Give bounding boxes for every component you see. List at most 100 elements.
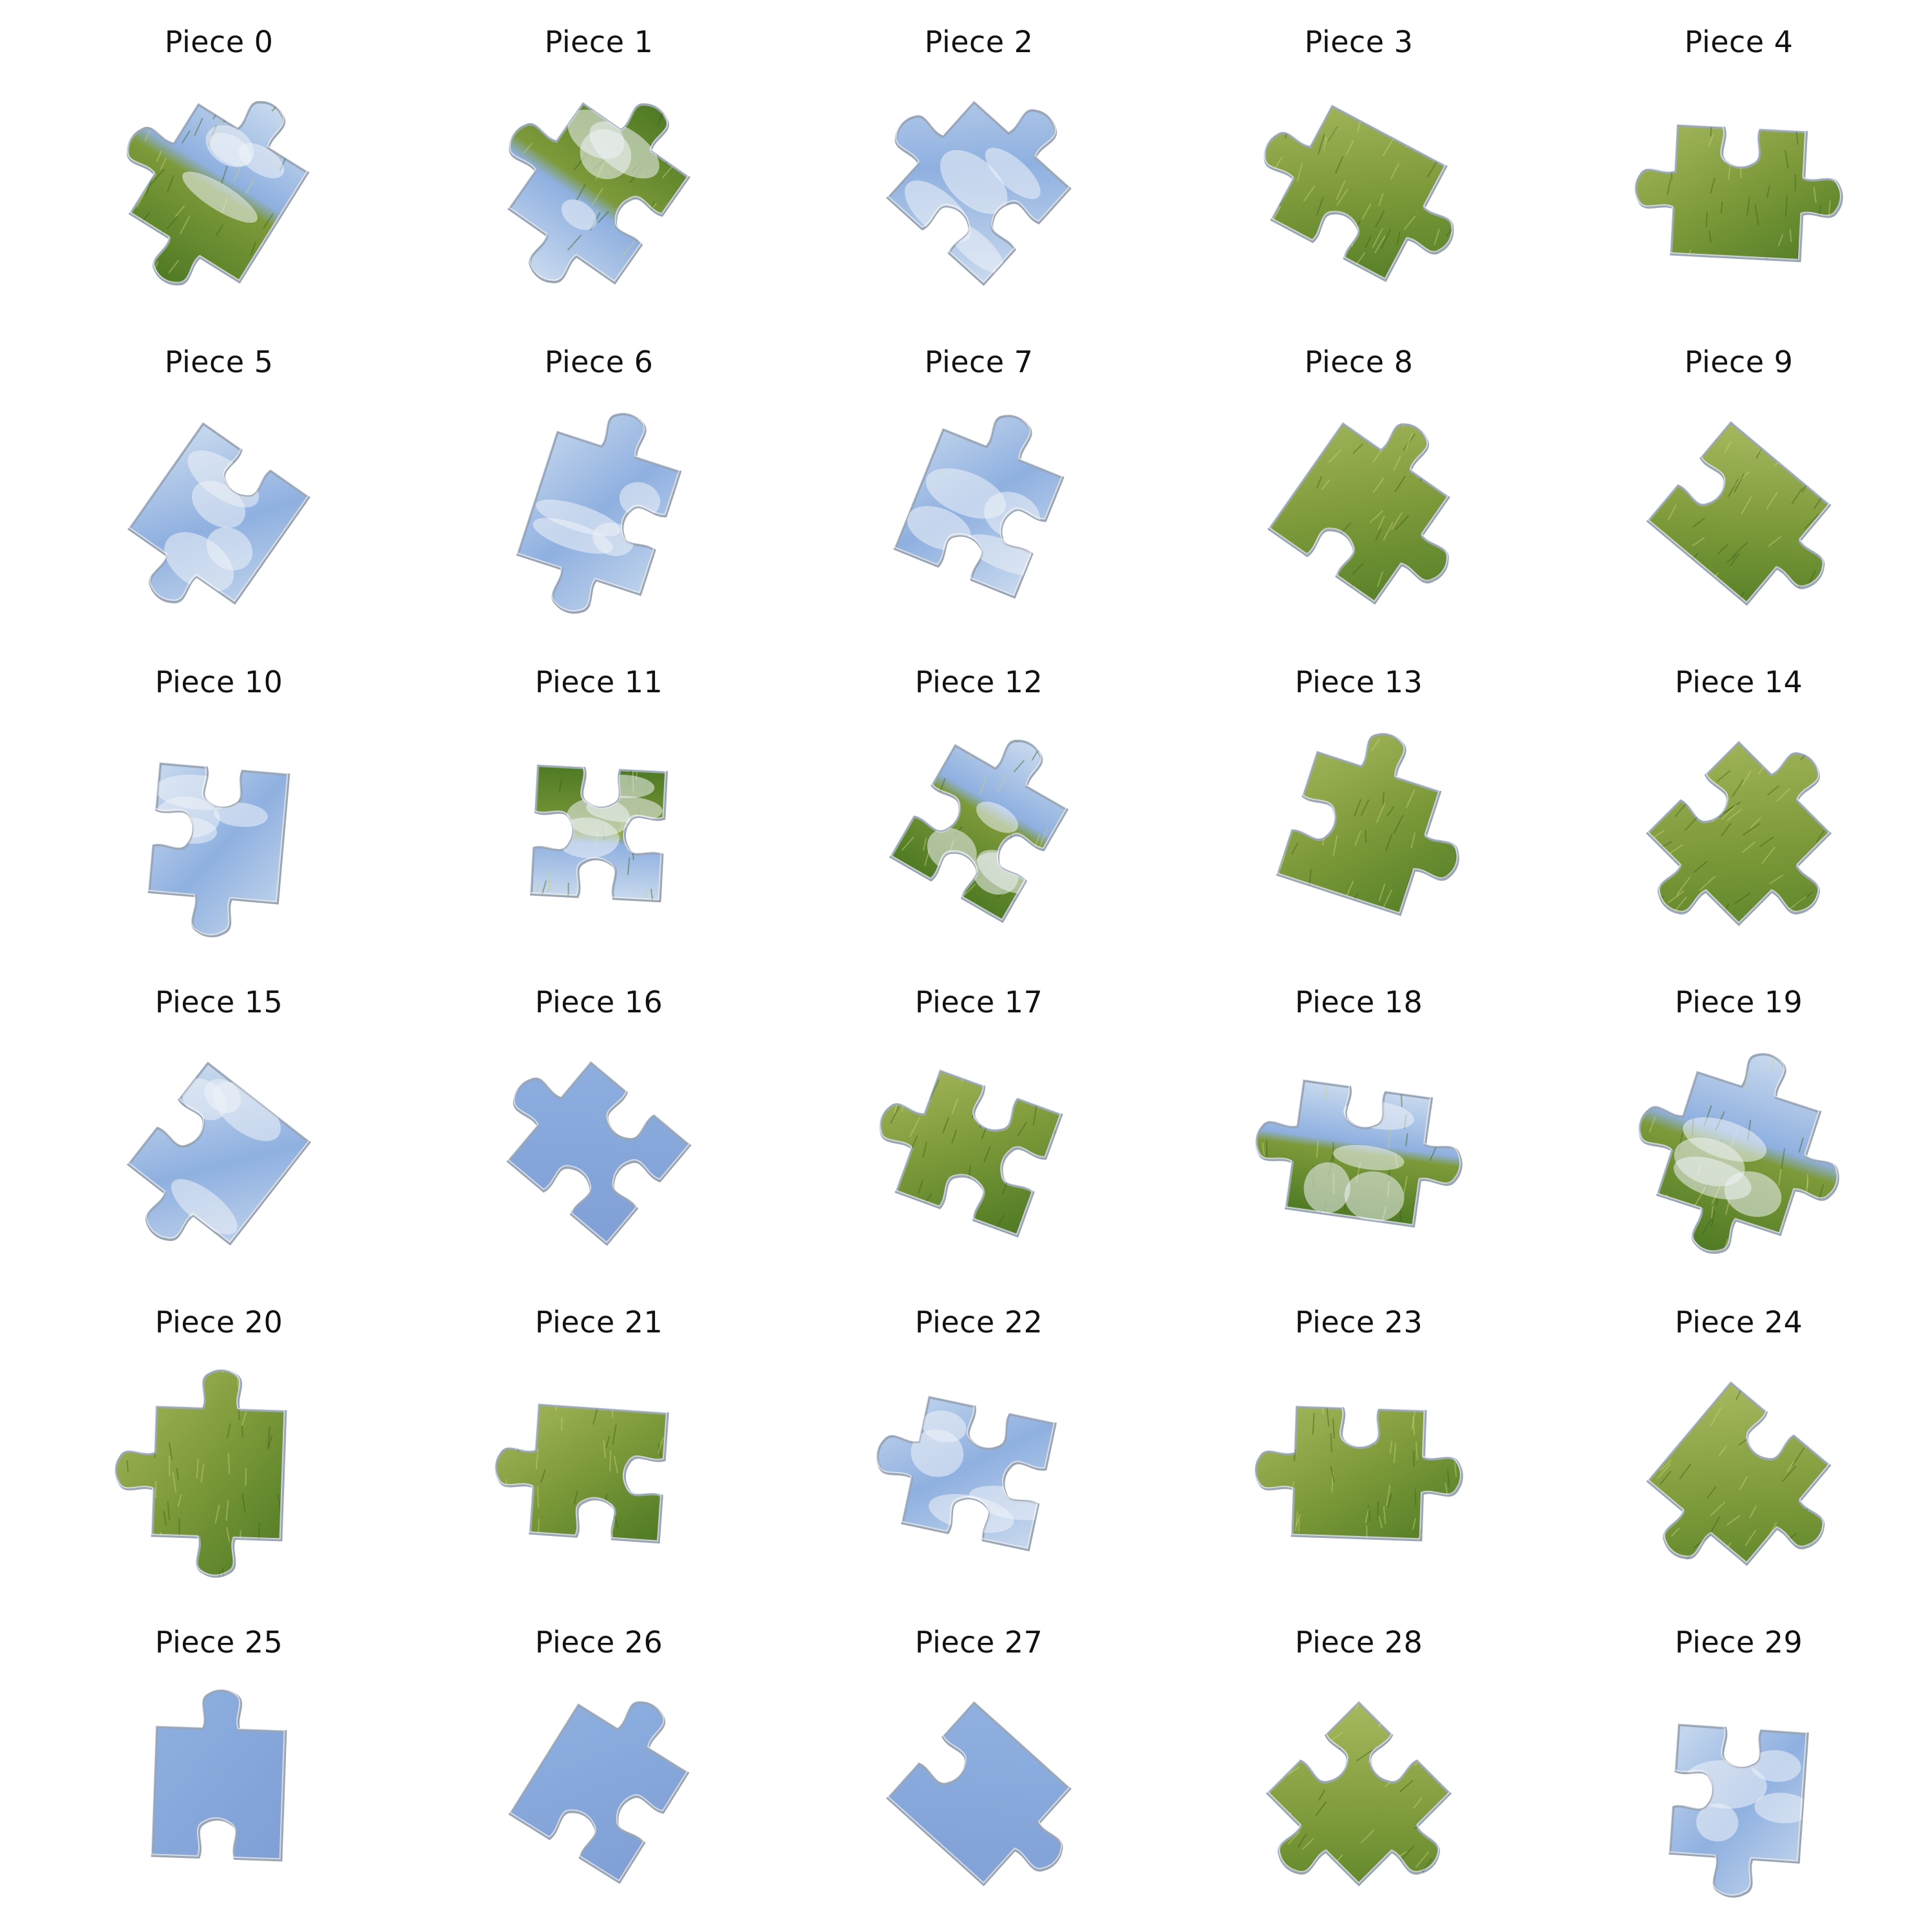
piece-shape	[1255, 1405, 1463, 1542]
puzzle-piece-17[interactable]	[850, 1031, 1108, 1276]
piece-label-19: Piece 19	[1674, 985, 1803, 1019]
piece-shape	[151, 1689, 287, 1862]
puzzle-piece-21[interactable]	[470, 1351, 728, 1596]
puzzle-piece-24[interactable]	[1610, 1351, 1868, 1610]
puzzle-piece-28[interactable]	[1230, 1671, 1488, 1932]
puzzle-piece-27[interactable]	[850, 1671, 1108, 1916]
piece-cell-27[interactable]: Piece 27	[789, 1600, 1169, 1922]
piece-cell-23[interactable]: Piece 23	[1169, 1280, 1549, 1602]
puzzle-piece-16[interactable]	[470, 1031, 728, 1276]
piece-cell-12[interactable]: Piece 12	[789, 640, 1169, 962]
puzzle-piece-3[interactable]	[1230, 71, 1488, 316]
piece-label-26: Piece 26	[535, 1625, 663, 1660]
piece-cell-19[interactable]: Piece 19	[1549, 960, 1929, 1283]
piece-shape	[1646, 1381, 1832, 1566]
piece-label-10: Piece 10	[155, 665, 283, 699]
puzzle-piece-15[interactable]	[90, 1031, 348, 1276]
piece-label-16: Piece 16	[535, 985, 663, 1019]
piece-cell-26[interactable]: Piece 26	[409, 1600, 789, 1922]
piece-cell-7[interactable]: Piece 7	[789, 320, 1169, 642]
puzzle-piece-25[interactable]	[90, 1671, 348, 1916]
piece-label-8: Piece 8	[1304, 345, 1414, 379]
piece-cell-17[interactable]: Piece 17	[789, 960, 1169, 1282]
piece-cell-1[interactable]: Piece 1	[409, 0, 789, 322]
piece-cell-15[interactable]: Piece 15	[29, 960, 409, 1282]
puzzle-piece-6[interactable]	[470, 391, 728, 636]
piece-cell-22[interactable]: Piece 22	[789, 1280, 1169, 1602]
puzzle-piece-14[interactable]	[1610, 711, 1885, 956]
piece-cell-10[interactable]: Piece 10	[29, 640, 409, 962]
puzzle-piece-18[interactable]	[1230, 1031, 1488, 1276]
piece-cell-4[interactable]: Piece 4	[1549, 0, 1929, 322]
piece-cell-2[interactable]: Piece 2	[789, 0, 1169, 322]
piece-label-27: Piece 27	[914, 1625, 1043, 1660]
puzzle-piece-4[interactable]	[1610, 71, 1868, 316]
piece-shape	[1276, 733, 1459, 916]
puzzle-piece-19[interactable]	[1609, 1023, 1869, 1283]
piece-cell-0[interactable]: Piece 0	[29, 0, 409, 322]
piece-label-4: Piece 4	[1684, 24, 1794, 59]
piece-shape	[115, 1369, 287, 1578]
piece-label-23: Piece 23	[1294, 1305, 1423, 1340]
piece-label-17: Piece 17	[914, 985, 1043, 1019]
piece-cell-18[interactable]: Piece 18	[1169, 960, 1549, 1282]
piece-shape	[508, 1701, 690, 1884]
piece-label-11: Piece 11	[535, 665, 663, 699]
puzzle-piece-7[interactable]	[850, 391, 1108, 636]
piece-shape	[1264, 104, 1454, 282]
puzzle-piece-2[interactable]	[850, 71, 1108, 316]
piece-label-15: Piece 15	[155, 985, 283, 1019]
puzzle-piece-5[interactable]	[90, 391, 348, 636]
piece-cell-9[interactable]: Piece 9	[1549, 320, 1929, 642]
piece-cell-29[interactable]: Piece 29	[1549, 1600, 1929, 1922]
puzzle-piece-23[interactable]	[1230, 1351, 1488, 1596]
piece-label-2: Piece 2	[924, 24, 1034, 59]
piece-cell-5[interactable]: Piece 5	[29, 320, 409, 642]
piece-cell-14[interactable]: Piece 14	[1549, 640, 1929, 962]
piece-label-20: Piece 20	[155, 1305, 283, 1340]
piece-label-13: Piece 13	[1294, 665, 1423, 699]
puzzle-piece-22[interactable]	[850, 1351, 1108, 1596]
piece-cell-13[interactable]: Piece 13	[1169, 640, 1549, 962]
piece-shape	[1634, 124, 1843, 263]
piece-cell-20[interactable]: Piece 20	[29, 1280, 409, 1602]
piece-cell-3[interactable]: Piece 3	[1169, 0, 1549, 322]
piece-shape	[886, 1700, 1072, 1887]
piece-label-29: Piece 29	[1674, 1625, 1803, 1660]
piece-shape	[1646, 421, 1832, 606]
puzzle-piece-0[interactable]	[90, 51, 348, 316]
piece-cell-8[interactable]: Piece 8	[1169, 320, 1549, 642]
piece-cell-25[interactable]: Piece 25	[29, 1600, 409, 1922]
puzzle-piece-8[interactable]	[1230, 391, 1501, 636]
piece-label-12: Piece 12	[914, 665, 1043, 699]
piece-shape	[876, 1396, 1057, 1551]
piece-label-24: Piece 24	[1674, 1305, 1803, 1340]
puzzle-piece-10[interactable]	[90, 711, 348, 956]
puzzle-piece-11[interactable]	[470, 711, 728, 956]
puzzle-piece-13[interactable]	[1230, 711, 1488, 956]
piece-label-6: Piece 6	[544, 345, 654, 379]
piece-cell-11[interactable]: Piece 11	[409, 640, 789, 962]
piece-label-5: Piece 5	[164, 345, 274, 379]
puzzle-piece-29[interactable]	[1610, 1671, 1868, 1916]
piece-cell-6[interactable]: Piece 6	[409, 320, 789, 642]
puzzle-piece-9[interactable]	[1610, 391, 1868, 636]
piece-label-22: Piece 22	[914, 1305, 1043, 1340]
piece-cell-28[interactable]: Piece 28	[1169, 1600, 1549, 1932]
piece-label-9: Piece 9	[1684, 345, 1794, 379]
piece-label-14: Piece 14	[1674, 665, 1803, 699]
piece-cell-21[interactable]: Piece 21	[409, 1280, 789, 1602]
piece-shape	[507, 101, 691, 285]
piece-shape	[1265, 1700, 1452, 1887]
puzzle-piece-26[interactable]	[470, 1671, 728, 1916]
piece-cell-24[interactable]: Piece 24	[1549, 1280, 1929, 1610]
piece-cell-16[interactable]: Piece 16	[409, 960, 789, 1282]
puzzle-piece-12[interactable]	[850, 711, 1108, 956]
piece-label-28: Piece 28	[1294, 1625, 1423, 1660]
puzzle-piece-1[interactable]	[455, 58, 728, 316]
piece-label-0: Piece 0	[164, 24, 274, 59]
piece-shape	[495, 1403, 669, 1544]
piece-label-3: Piece 3	[1304, 24, 1414, 59]
puzzle-piece-20[interactable]	[90, 1351, 348, 1596]
